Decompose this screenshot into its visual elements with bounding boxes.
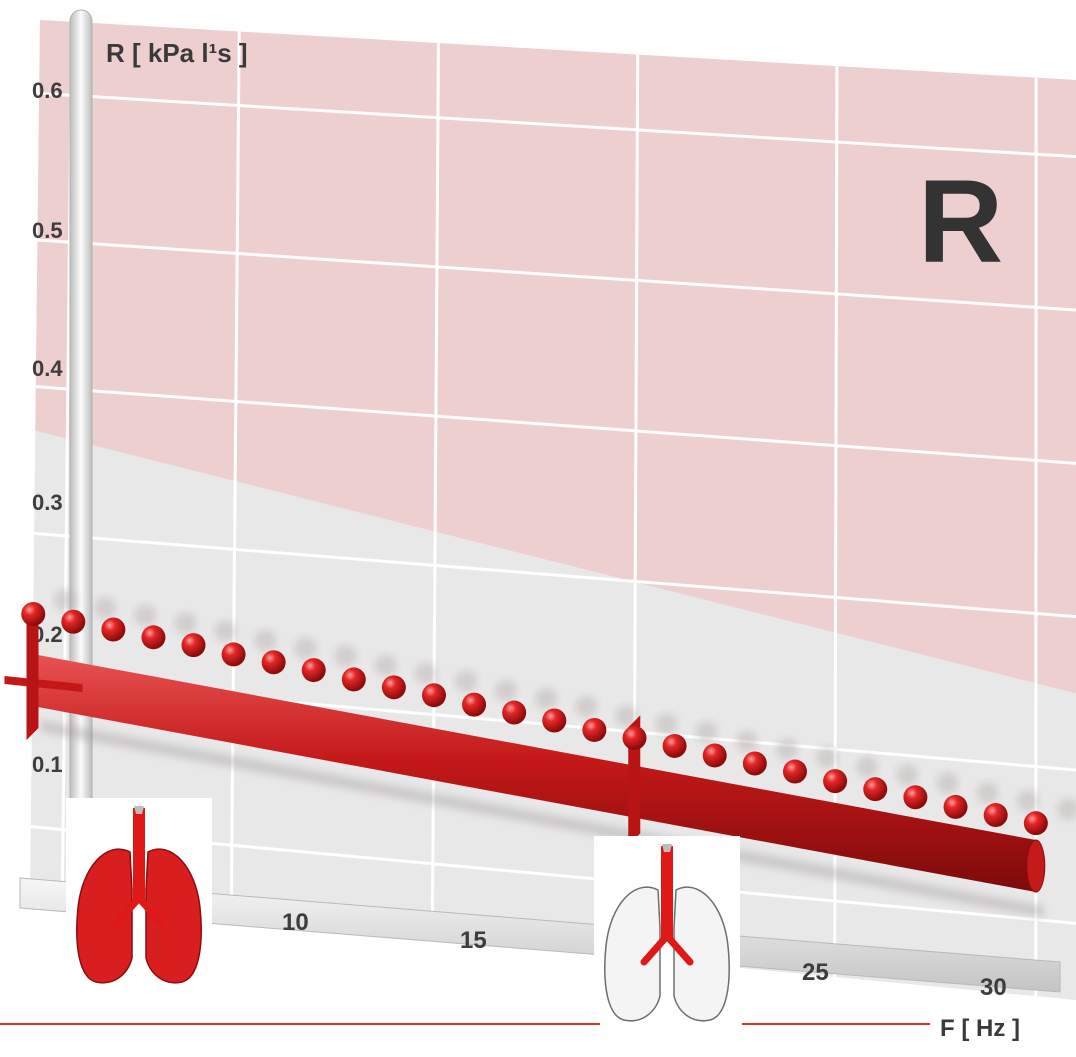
data-point [743, 751, 767, 775]
data-point-shadow [575, 696, 597, 718]
data-point-shadow [134, 605, 156, 627]
chart-badge: R [918, 156, 1003, 288]
y-tick-label: 0.3 [32, 490, 63, 515]
x-tick-label: 25 [802, 959, 829, 986]
data-point-shadow [415, 662, 437, 684]
data-point-shadow [896, 764, 918, 786]
data-point-shadow [295, 637, 317, 659]
data-point [502, 701, 526, 725]
data-point [622, 726, 646, 750]
y-tick-label: 0.5 [32, 218, 63, 243]
data-point-shadow [936, 772, 958, 794]
data-point-shadow [255, 629, 277, 651]
x-tick-label: 10 [282, 909, 309, 936]
data-point [182, 633, 206, 657]
trend-cylinder-end [1027, 840, 1045, 892]
data-point-shadow [1017, 790, 1039, 812]
data-point [663, 734, 687, 758]
data-point-shadow [696, 721, 718, 743]
x-tick-label: 30 [980, 974, 1007, 1001]
trachea [133, 808, 145, 900]
data-point [422, 683, 446, 707]
data-point-shadow [455, 670, 477, 692]
data-point [984, 803, 1008, 827]
x-tick-label: 15 [460, 927, 487, 954]
data-point [101, 618, 125, 642]
bar-start-plate [27, 610, 39, 740]
y-tick-label: 0.4 [32, 356, 63, 381]
data-point-shadow [977, 782, 999, 804]
data-point [823, 769, 847, 793]
data-point-shadow [736, 730, 758, 752]
data-point-shadow [375, 654, 397, 676]
data-point [382, 675, 406, 699]
data-point [542, 709, 566, 733]
data-point-shadow [495, 680, 517, 702]
data-point-shadow [335, 645, 357, 667]
y-axis-label: R [ kPa l¹s ] [106, 38, 248, 68]
data-point [141, 625, 165, 649]
data-point-shadow [776, 738, 798, 760]
data-point-shadow [535, 688, 557, 710]
data-point [222, 642, 246, 666]
y-axis [70, 10, 92, 900]
data-point [703, 743, 727, 767]
x-axis-label: F [ Hz ] [940, 1015, 1020, 1042]
data-point [342, 667, 366, 691]
data-point [262, 650, 286, 674]
y-tick-label: 0.1 [32, 752, 63, 777]
data-point-shadow [174, 612, 196, 634]
lungs-full-icon [66, 798, 212, 990]
data-point [903, 785, 927, 809]
data-point-shadow [816, 747, 838, 769]
data-point [21, 602, 45, 626]
data-point-shadow [215, 620, 237, 642]
data-point [61, 610, 85, 634]
data-point [302, 658, 326, 682]
data-point [783, 760, 807, 784]
data-point [582, 718, 606, 742]
data-point-shadow [655, 713, 677, 735]
data-point [462, 693, 486, 717]
data-point [1024, 811, 1048, 835]
y-tick-label: 0.6 [32, 78, 63, 103]
data-point-shadow [94, 597, 116, 619]
data-point [863, 777, 887, 801]
data-point-shadow [54, 589, 76, 611]
data-point [944, 795, 968, 819]
lungs-central-icon [594, 836, 740, 1028]
trachea [661, 846, 673, 938]
data-point-shadow [856, 756, 878, 778]
